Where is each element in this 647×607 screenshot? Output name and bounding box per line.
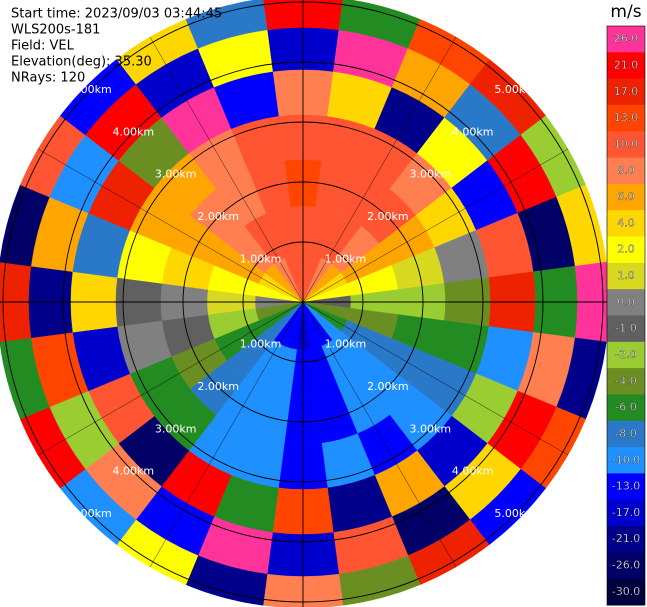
colorbar-band	[607, 104, 645, 132]
range-ring-label: 1.00km	[325, 337, 367, 350]
colorbar-tick-label: 17.0	[614, 85, 639, 98]
range-ring	[62, 61, 544, 543]
spoke	[302, 301, 569, 456]
range-ring-label: 5.00km	[70, 507, 112, 520]
colorbar-band	[607, 368, 645, 395]
range-ring-label: 4.00km	[113, 125, 155, 138]
colorbar: m/s 26.0 21.0 17.0 13.0 10.0 8.0 6.0 4.0 2.0 1.0 0.…	[606, 2, 646, 606]
range-ring	[182, 181, 424, 423]
spoke	[302, 36, 457, 303]
range-ring-label: 5.00km	[494, 507, 536, 520]
colorbar-band	[607, 447, 645, 474]
colorbar-tick-label: 8.0	[617, 164, 635, 177]
colorbar-band	[607, 289, 645, 316]
colorbar-tick-label: 6.0	[617, 190, 635, 203]
colorbar-tick-label: -10.0	[612, 453, 640, 466]
range-ring-label: 2.00km	[197, 380, 239, 393]
spoke	[302, 301, 457, 568]
colorbar-tick-label: 4.0	[617, 216, 635, 229]
colorbar-tick-label: 1.0	[617, 269, 635, 282]
colorbar-band	[607, 394, 645, 422]
colorbar-band	[607, 157, 645, 185]
colorbar-band	[607, 473, 645, 501]
colorbar-tick-label: 0.0	[617, 295, 635, 308]
header-line: Elevation(deg): 35.30	[11, 55, 152, 70]
header-line: NRays: 120	[11, 71, 85, 86]
colorbar-band	[607, 183, 645, 211]
range-ring-label: 3.00km	[155, 422, 197, 435]
colorbar-tick-label: -30.0	[612, 585, 640, 598]
colorbar-band	[607, 236, 645, 264]
colorbar-title: m/s	[610, 2, 641, 22]
range-ring-label: 3.00km	[409, 168, 451, 181]
range-ring-label: 4.00km	[113, 465, 155, 478]
range-ring-label: 1.00km	[240, 253, 282, 266]
colorbar-tick-label: -13.0	[612, 480, 640, 493]
header-line: Field: VEL	[11, 39, 75, 54]
colorbar-band	[607, 210, 645, 238]
colorbar-band	[607, 52, 645, 80]
spoke	[302, 148, 569, 303]
colorbar-tick-label: -8.0	[615, 427, 636, 440]
range-ring	[2, 1, 604, 603]
colorbar-band	[607, 341, 645, 369]
range-ring-label: 2.00km	[197, 210, 239, 223]
colorbar-band	[607, 552, 645, 580]
colorbar-tick-label: 2.0	[617, 243, 635, 256]
spoke	[149, 36, 304, 303]
colorbar-tick-label: 10.0	[614, 137, 639, 150]
spoke	[37, 148, 304, 303]
labels: 1.00km 1.00km 1.00km 1.00km 2.00km 2.00km 2.00…	[11, 7, 536, 521]
colorbar-band	[607, 420, 645, 448]
range-ring	[242, 241, 364, 363]
velocity-cell	[185, 0, 268, 49]
velocity-cell	[0, 337, 50, 420]
colorbar-tick-label: -26.0	[612, 559, 640, 572]
range-ring-label: 2.00km	[367, 210, 409, 223]
colorbar-band	[607, 499, 645, 527]
range-ring-label: 5.00km	[70, 83, 112, 96]
range-ring-label: 3.00km	[155, 168, 197, 181]
colorbar-band	[607, 315, 645, 343]
colorbar-tick-label: -17.0	[612, 506, 640, 519]
range-rings	[0, 0, 609, 607]
colorbar-band	[607, 262, 645, 290]
spoke	[149, 301, 304, 568]
colorbar-tick-label: -4.0	[615, 374, 636, 387]
range-ring-label: 4.00km	[452, 125, 494, 138]
header-line: WLS200s-181	[11, 23, 100, 38]
range-ring-label: 1.00km	[325, 253, 367, 266]
ppi-cells	[0, 0, 610, 607]
colorbar-tick-label: -6.0	[615, 401, 636, 414]
header-line: Start time: 2023/09/03 03:44:45	[11, 7, 222, 22]
colorbar-frame	[606, 25, 646, 606]
range-ring	[122, 121, 484, 483]
range-ring-label: 2.00km	[367, 380, 409, 393]
range-ring-label: 5.00km	[494, 83, 536, 96]
spoke	[37, 301, 304, 456]
colorbar-band	[607, 26, 645, 53]
colorbar-tick-label: -21.0	[612, 532, 640, 545]
colorbar-band	[607, 526, 645, 553]
colorbar-tick-label: 21.0	[614, 58, 639, 71]
colorbar-band	[607, 78, 645, 106]
range-ring-label: 4.00km	[452, 465, 494, 478]
range-ring-label: 3.00km	[409, 422, 451, 435]
colorbar-tick-label: 26.0	[614, 32, 639, 45]
colorbar-tick-label: 13.0	[614, 111, 639, 124]
colorbar-band	[607, 578, 645, 606]
range-ring-label: 1.00km	[240, 337, 282, 350]
colorbar-band	[607, 131, 645, 159]
colorbar-tick-label: -1.0	[615, 322, 636, 335]
colorbar-tick-label: -2.0	[615, 348, 636, 361]
